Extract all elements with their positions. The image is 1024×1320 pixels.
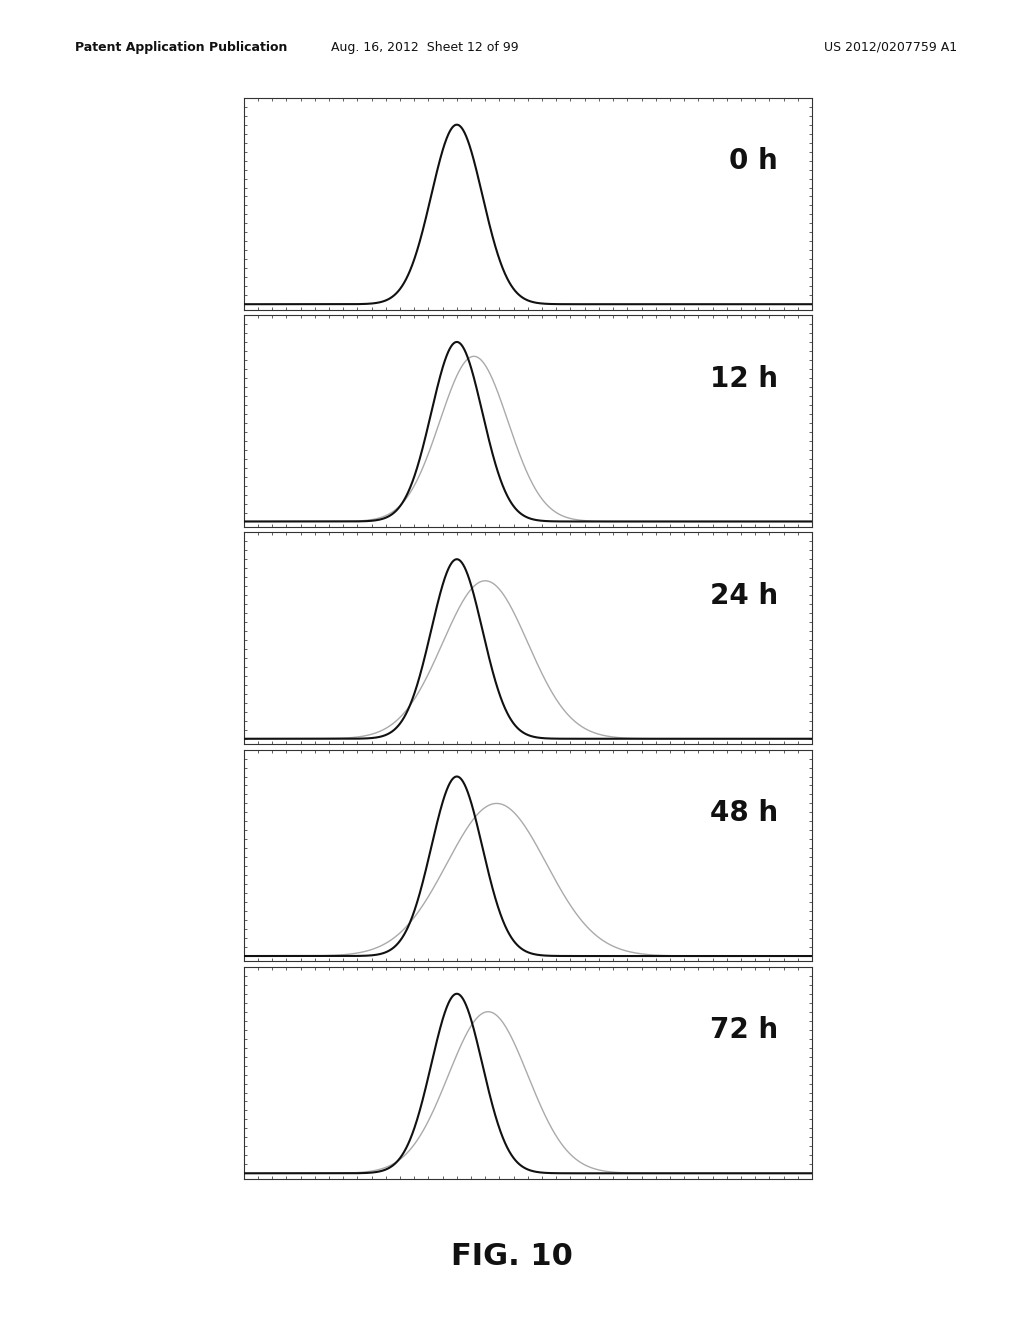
Text: 72 h: 72 h [710, 1016, 778, 1044]
Text: FIG. 10: FIG. 10 [451, 1242, 573, 1271]
Text: 24 h: 24 h [710, 582, 778, 610]
Text: 12 h: 12 h [710, 364, 778, 392]
Text: Patent Application Publication: Patent Application Publication [75, 41, 287, 54]
Text: 48 h: 48 h [710, 799, 778, 828]
Text: 0 h: 0 h [729, 148, 778, 176]
Text: Aug. 16, 2012  Sheet 12 of 99: Aug. 16, 2012 Sheet 12 of 99 [331, 41, 519, 54]
Text: US 2012/0207759 A1: US 2012/0207759 A1 [824, 41, 957, 54]
